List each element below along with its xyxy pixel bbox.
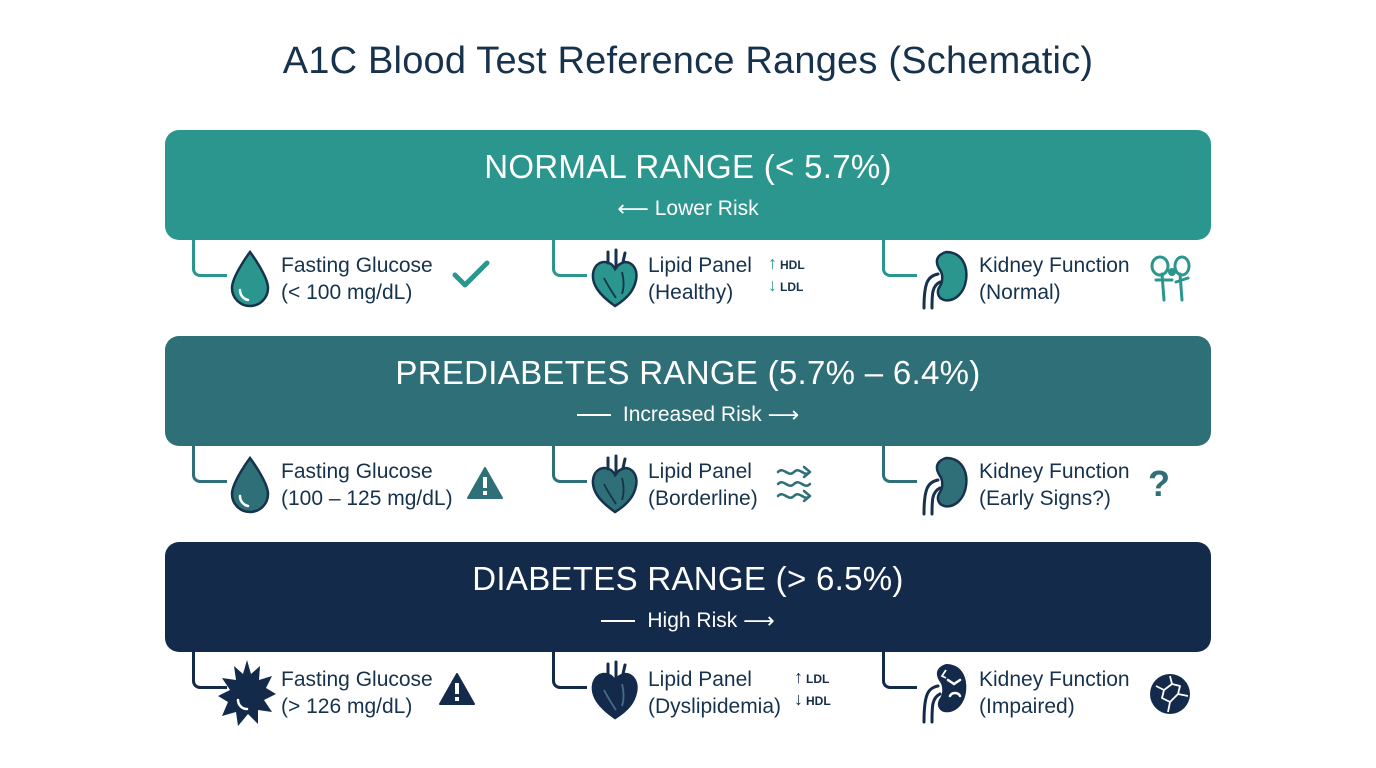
lipid-panel-label: Lipid Panel <box>648 254 752 277</box>
fasting-glucose-detail: (< 100 mg/dL) <box>281 281 413 304</box>
lipid-panel-label: Lipid Panel <box>648 668 752 691</box>
kidney-icon <box>918 454 970 521</box>
kidney-function-label: Kidney Function <box>979 460 1130 483</box>
connector-line <box>192 652 227 689</box>
question-icon: ? <box>1148 463 1170 504</box>
kidney-function-detail: (Normal) <box>979 281 1061 304</box>
lipid-panel-label: Lipid Panel <box>648 460 752 483</box>
hdl-up-label: HDL <box>780 258 805 272</box>
drop-icon <box>228 249 272 313</box>
ldl-up-label: LDL <box>806 672 830 686</box>
lipid-panel-diabetes: Lipid Panel (Dyslipidemia) <box>648 666 781 720</box>
lipid-panel-prediabetes: Lipid Panel (Borderline) <box>648 458 758 512</box>
connector-line <box>552 446 587 483</box>
lipid-panel-detail: (Dyslipidemia) <box>648 695 782 718</box>
risk-line <box>576 414 611 416</box>
connector-line <box>882 240 917 277</box>
fasting-glucose-label: Fasting Glucose <box>281 254 433 277</box>
fasting-glucose-diabetes: Fasting Glucose (> 126 mg/dL) <box>281 666 433 720</box>
ldl-down-label: LDL <box>780 280 804 294</box>
hdl-down-label: HDL <box>806 694 831 708</box>
diabetes-range-band: DIABETES RANGE (> 6.5%) High Risk ⟶ <box>165 542 1211 652</box>
prediabetes-range-band: PREDIABETES RANGE (5.7% – 6.4%) Increase… <box>165 336 1211 446</box>
warning-icon <box>466 466 504 505</box>
normal-risk-label: Lower Risk <box>654 197 759 220</box>
diabetes-range-title: DIABETES RANGE (> 6.5%) <box>472 560 904 597</box>
connector-line <box>882 446 917 483</box>
fasting-glucose-detail: (> 126 mg/dL) <box>281 695 413 718</box>
prediabetes-range-title: PREDIABETES RANGE (5.7% – 6.4%) <box>395 354 981 391</box>
kidney-function-label: Kidney Function <box>979 668 1130 691</box>
drop-icon <box>228 455 272 519</box>
normal-metrics-row: Fasting Glucose (< 100 mg/dL) Lipid Pane… <box>0 240 1376 330</box>
distressed-kidney-icon <box>918 660 970 729</box>
normal-range-title: NORMAL RANGE (< 5.7%) <box>484 148 892 185</box>
kidney-function-detail: (Early Signs?) <box>979 487 1111 510</box>
diabetes-risk-label: High Risk <box>647 609 738 632</box>
connector-line <box>192 240 227 277</box>
kidney-tract-icon <box>1148 254 1196 307</box>
heart-icon <box>590 454 640 521</box>
connector-line <box>552 240 587 277</box>
heart-icon <box>590 248 640 315</box>
ldl-hdl-icon: ↑ LDL ↓ HDL <box>794 667 831 709</box>
prediabetes-risk-indicator: Increased Risk ⟶ <box>165 402 1211 428</box>
kidney-function-label: Kidney Function <box>979 254 1130 277</box>
fasting-glucose-label: Fasting Glucose <box>281 668 433 691</box>
kidney-function-normal: Kidney Function (Normal) <box>979 252 1130 306</box>
diagram-title: A1C Blood Test Reference Ranges (Schemat… <box>282 40 1094 82</box>
cracked-sphere-icon <box>1148 672 1192 721</box>
prediabetes-risk-label: Increased Risk <box>622 403 762 426</box>
lipid-panel-detail: (Borderline) <box>648 487 758 510</box>
kidney-function-detail: (Impaired) <box>979 695 1075 718</box>
fasting-glucose-label: Fasting Glucose <box>281 460 433 483</box>
fasting-glucose-prediabetes: Fasting Glucose (100 – 125 mg/dL) <box>281 458 453 512</box>
prediabetes-metrics-row: Fasting Glucose (100 – 125 mg/dL) Lipid … <box>0 446 1376 536</box>
connector-line <box>882 652 917 689</box>
hdl-ldl-icon: ↑ HDL ↓ LDL <box>768 253 805 295</box>
fasting-glucose-normal: Fasting Glucose (< 100 mg/dL) <box>281 252 433 306</box>
wavy-arrows-icon <box>776 462 814 509</box>
normal-risk-indicator: ⟵ Lower Risk <box>165 196 1211 222</box>
risk-line <box>601 620 636 622</box>
kidney-function-diabetes: Kidney Function (Impaired) <box>979 666 1130 720</box>
checkmark-icon <box>452 260 490 295</box>
lipid-panel-normal: Lipid Panel (Healthy) <box>648 252 752 306</box>
spiky-drop-icon <box>216 658 278 733</box>
kidney-icon <box>918 248 970 315</box>
left-arrow-icon: ⟵ <box>617 196 649 221</box>
right-arrow-icon: ⟶ <box>743 608 775 633</box>
diabetes-metrics-row: Fasting Glucose (> 126 mg/dL) Lipid Pane… <box>0 652 1376 742</box>
heart-icon <box>590 660 640 727</box>
fasting-glucose-detail: (100 – 125 mg/dL) <box>281 487 453 510</box>
lipid-panel-detail: (Healthy) <box>648 281 734 304</box>
right-arrow-icon: ⟶ <box>767 402 800 427</box>
connector-line <box>192 446 227 483</box>
normal-range-band: NORMAL RANGE (< 5.7%) ⟵ Lower Risk <box>165 130 1211 240</box>
diabetes-risk-indicator: High Risk ⟶ <box>165 608 1211 634</box>
connector-line <box>552 652 587 689</box>
warning-icon <box>438 672 476 711</box>
kidney-function-prediabetes: Kidney Function (Early Signs?) <box>979 458 1130 512</box>
